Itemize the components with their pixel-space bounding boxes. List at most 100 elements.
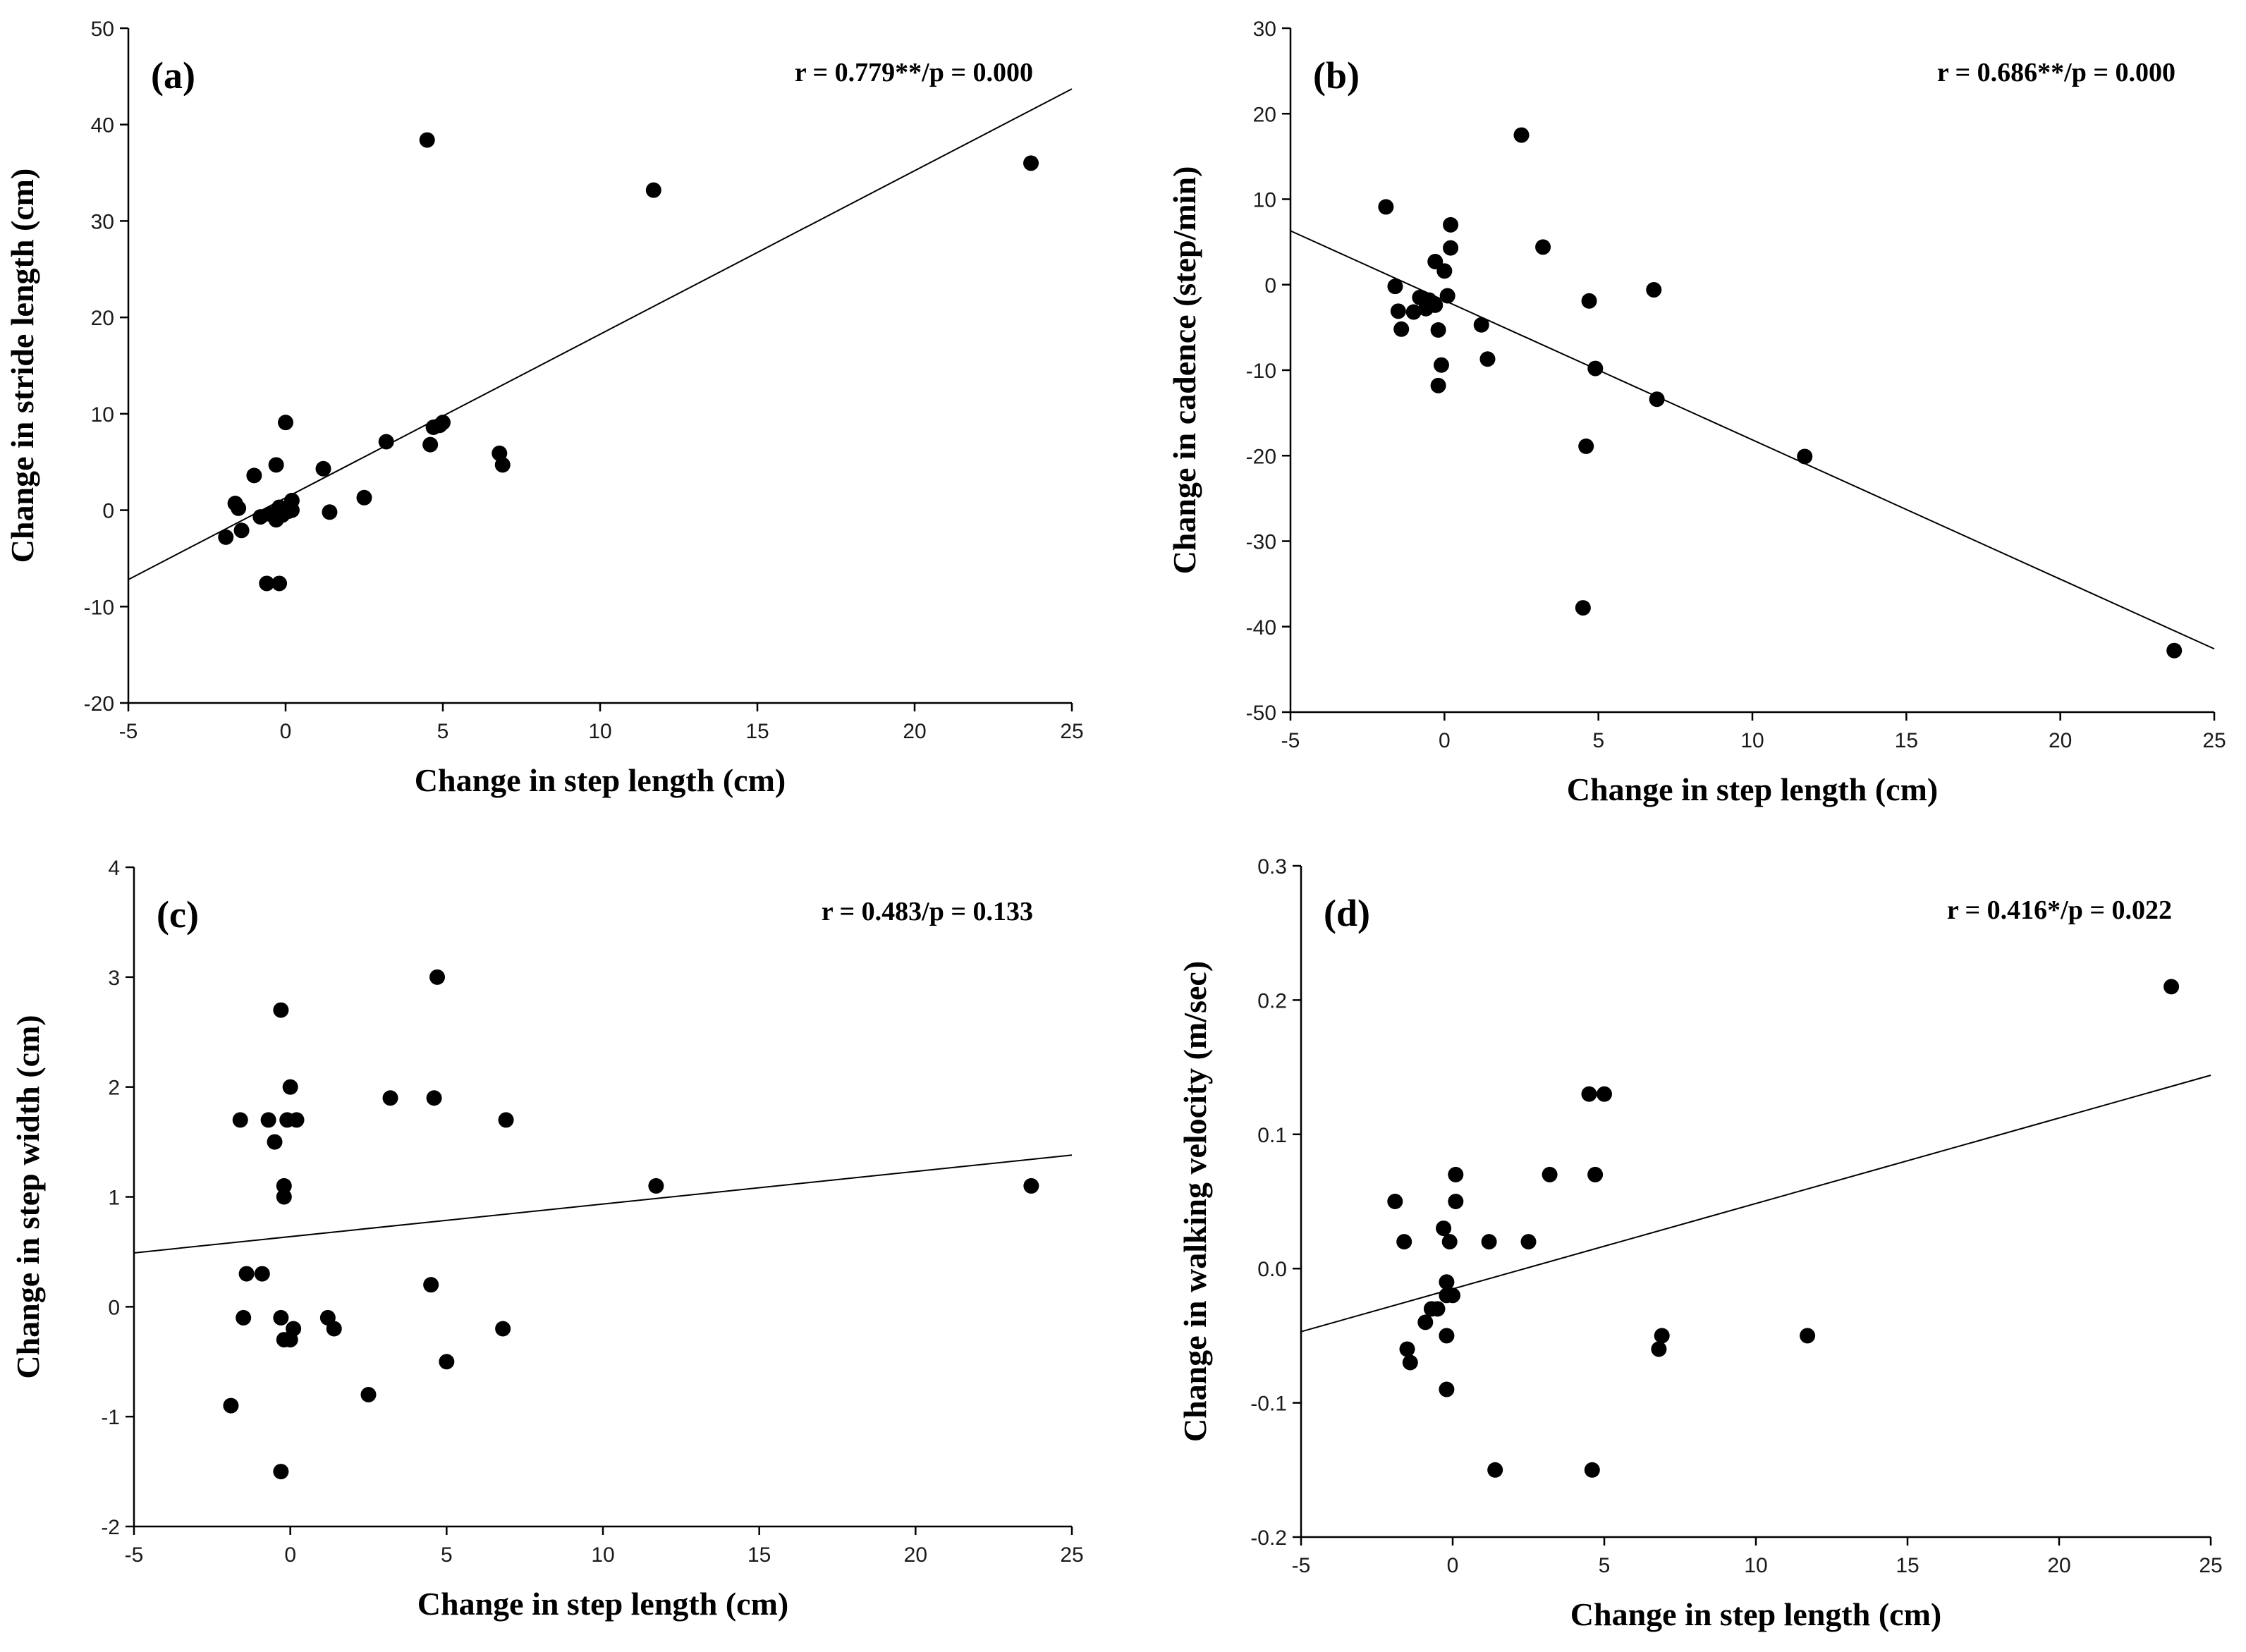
y-tick-label: 0	[1264, 274, 1276, 298]
data-point	[231, 500, 247, 516]
data-point	[1513, 127, 1530, 143]
axes	[133, 867, 1072, 1528]
y-tick-label: -20	[84, 692, 114, 716]
data-point	[419, 132, 435, 148]
data-point	[1651, 1341, 1667, 1357]
axes	[1300, 866, 2211, 1538]
y-axis-title: Change in walking velocity (m/sec)	[1177, 961, 1213, 1442]
data-point	[278, 415, 293, 431]
data-point	[1448, 1166, 1464, 1182]
y-tick-label: 0.2	[1257, 989, 1287, 1012]
y-tick-label: 0	[108, 1296, 120, 1319]
data-point	[1439, 288, 1455, 304]
correlation-stat: r = 0.483/p = 0.133	[822, 897, 1033, 926]
x-tick-label: 20	[2049, 729, 2072, 752]
data-point	[1390, 303, 1406, 319]
data-point	[1584, 1462, 1600, 1478]
data-point	[288, 1112, 305, 1128]
regression-line	[128, 88, 1073, 580]
data-point	[1797, 448, 1813, 465]
x-tick-label: 0	[280, 720, 292, 743]
y-tick-label: -0.1	[1250, 1393, 1287, 1416]
data-point	[268, 457, 284, 473]
data-point	[260, 1112, 276, 1128]
x-tick-label: 25	[1060, 1543, 1083, 1567]
data-point	[429, 969, 446, 985]
y-tick-label: -0.2	[1250, 1526, 1287, 1550]
data-point	[1587, 360, 1604, 377]
x-tick-label: 15	[1896, 1554, 1919, 1577]
x-tick-label: -5	[125, 1543, 144, 1567]
x-tick-label: 0	[1447, 1554, 1459, 1577]
data-point	[1393, 321, 1410, 337]
y-tick-label: 0	[102, 500, 114, 523]
x-tick-label: 5	[437, 720, 449, 743]
panel-label: (d)	[1324, 892, 1370, 934]
data-point	[1542, 1166, 1558, 1182]
data-point	[1578, 438, 1594, 454]
y-tick-label: 2	[108, 1077, 120, 1100]
data-point	[1443, 240, 1459, 256]
data-point	[1023, 1177, 1039, 1194]
y-tick-label: 30	[91, 210, 114, 233]
y-tick-label: -40	[1246, 616, 1276, 640]
data-point	[218, 529, 234, 545]
data-point	[1597, 1086, 1612, 1102]
data-point	[1535, 239, 1551, 255]
correlation-stat: r = 0.416*/p = 0.022	[1947, 895, 2172, 925]
x-tick-label: 0	[1439, 729, 1451, 752]
data-point	[271, 575, 288, 592]
x-axis-title: Change in step length (cm)	[1567, 771, 1938, 807]
data-point	[1479, 351, 1496, 367]
data-point	[1646, 282, 1662, 298]
axes	[1289, 28, 2214, 714]
y-tick-label: 40	[91, 114, 114, 137]
x-tick-label: 25	[2202, 729, 2226, 752]
y-tick-label: -10	[84, 596, 114, 619]
data-point	[645, 182, 661, 198]
y-tick-label: 0.0	[1257, 1258, 1287, 1281]
y-tick-label: 10	[1253, 189, 1276, 212]
data-point	[1387, 279, 1403, 295]
x-tick-label: 10	[588, 720, 611, 743]
y-axis-title: Change in stride length (cm)	[4, 169, 40, 563]
data-point	[233, 522, 250, 539]
data-point	[1575, 600, 1591, 616]
data-point	[1430, 377, 1446, 393]
data-point	[1654, 1328, 1670, 1344]
data-point	[1443, 216, 1459, 233]
data-point	[2163, 979, 2180, 995]
data-point	[1439, 1328, 1455, 1344]
data-point	[282, 1079, 298, 1095]
y-tick-label: 0.1	[1257, 1124, 1287, 1147]
panel-label: (a)	[151, 54, 195, 97]
data-point	[1023, 155, 1039, 171]
x-tick-label: 20	[904, 1543, 927, 1567]
data-point	[1487, 1462, 1503, 1478]
data-point	[273, 1464, 289, 1480]
data-point	[223, 1397, 239, 1414]
data-point	[1581, 293, 1597, 309]
data-point	[283, 502, 300, 518]
data-point	[236, 1309, 252, 1326]
data-point	[1429, 1301, 1446, 1317]
x-tick-label: 25	[1060, 720, 1083, 743]
x-tick-label: 5	[441, 1543, 453, 1567]
x-tick-label: 10	[1740, 729, 1764, 752]
y-tick-label: 1	[108, 1187, 120, 1210]
y-tick-label: 20	[91, 307, 114, 330]
data-point	[1587, 1166, 1604, 1182]
correlation-stat: r = 0.686**/p = 0.000	[1937, 58, 2175, 87]
y-tick-label: -1	[101, 1406, 120, 1429]
data-point	[273, 1309, 289, 1326]
y-tick-label: 10	[91, 403, 114, 427]
data-point	[494, 457, 511, 473]
y-tick-label: -30	[1246, 531, 1276, 554]
data-point	[422, 436, 439, 453]
data-point	[1473, 317, 1489, 333]
data-point	[1427, 297, 1444, 313]
data-point	[246, 467, 262, 484]
data-point	[1581, 1086, 1597, 1102]
data-point	[1396, 1234, 1412, 1250]
panel-c: -5 0 5 10 15 20 25 -2 -1 0 1 2 3 4 Change in step leng…	[10, 857, 1084, 1622]
